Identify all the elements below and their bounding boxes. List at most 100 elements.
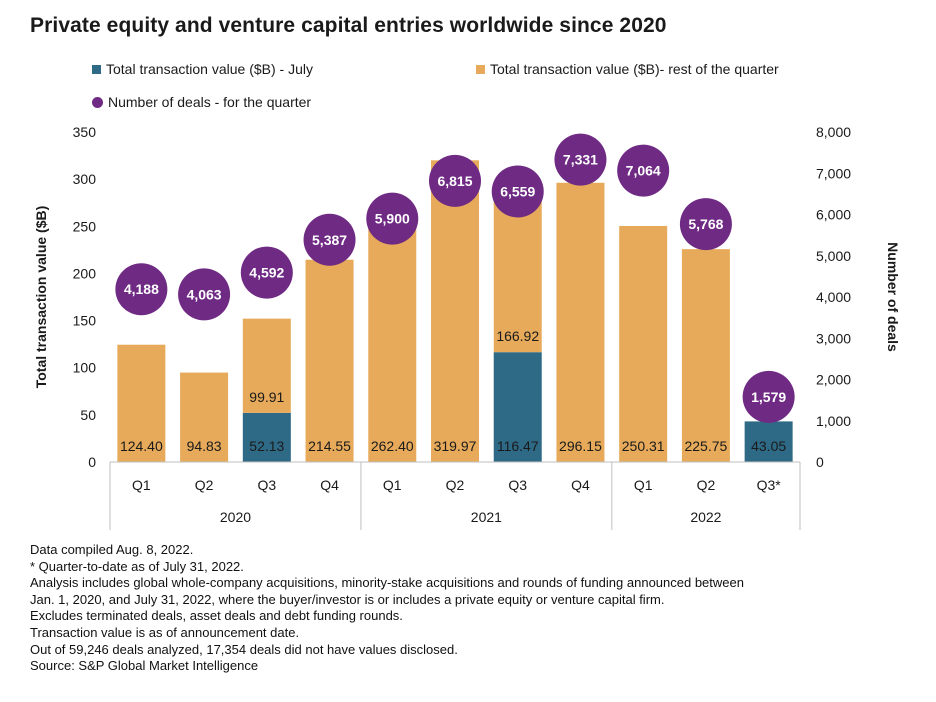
chart-title: Private equity and venture capital entri… [30, 14, 667, 37]
bar-value-label: 94.83 [187, 438, 222, 454]
note-line: Jan. 1, 2020, and July 31, 2022, where t… [30, 591, 665, 607]
deal-bubble [679, 198, 732, 251]
bar-value-label: 296.15 [559, 438, 602, 454]
deal-bubble [303, 213, 356, 266]
legend-swatch-rest [476, 64, 485, 74]
bar-value-label: 116.47 [497, 438, 539, 454]
legend-dot-deals [92, 96, 103, 108]
deal-count-label: 4,592 [249, 265, 284, 281]
bar-value-label: 319.97 [434, 438, 477, 454]
deal-count-label: 5,387 [312, 232, 347, 248]
x-year-label: 2021 [471, 509, 502, 525]
note-line: Out of 59,246 deals analyzed, 17,354 dea… [30, 641, 458, 657]
legend-item-deals: Number of deals - for the quarter [92, 94, 311, 110]
y-left-tick-label: 150 [73, 313, 97, 329]
bar-rest [681, 249, 730, 462]
legend-swatch-july [92, 64, 101, 74]
deal-bubble [491, 165, 544, 218]
bar-rest [368, 214, 417, 462]
x-tick-label: Q1 [634, 477, 653, 493]
y-right-tick-label: 3,000 [816, 330, 851, 346]
note-line: * Quarter-to-date as of July 31, 2022. [30, 558, 244, 574]
y-left-tick-label: 250 [73, 218, 97, 234]
x-tick-label: Q3* [757, 477, 782, 493]
x-year-label: 2020 [220, 509, 251, 525]
bar-rest [180, 372, 229, 462]
legend-item-rest: Total transaction value ($B)- rest of th… [476, 61, 779, 77]
legend-label-july: Total transaction value ($B) - July [106, 61, 313, 77]
y-right-tick-label: 2,000 [816, 372, 851, 388]
deal-bubble [742, 370, 795, 423]
deal-bubble [178, 268, 231, 321]
footnotes: Data compiled Aug. 8, 2022. * Quarter-to… [30, 542, 744, 675]
x-tick-label: Q2 [446, 477, 465, 493]
y-right-tick-label: 7,000 [816, 165, 851, 181]
x-tick-label: Q1 [132, 477, 151, 493]
y-right-tick-label: 4,000 [816, 289, 851, 305]
note-line: Data compiled Aug. 8, 2022. [30, 542, 194, 557]
x-tick-label: Q4 [571, 477, 590, 493]
deal-bubble [554, 133, 607, 186]
x-tick-label: Q2 [697, 477, 716, 493]
bar-value-label: 43.05 [751, 438, 786, 454]
bar-value-label: 262.40 [371, 438, 414, 454]
note-line: Transaction value is as of announcement … [30, 624, 300, 640]
bar-july [493, 352, 542, 462]
deal-count-label: 4,188 [124, 281, 159, 297]
x-tick-label: Q1 [383, 477, 402, 493]
bar-rest [117, 344, 166, 462]
bar-value-label: 214.55 [308, 438, 351, 454]
deal-count-label: 7,064 [626, 163, 661, 179]
deal-count-label: 6,559 [500, 183, 535, 199]
bar-value-label: 52.13 [249, 438, 284, 454]
y-left-tick-label: 50 [80, 407, 96, 423]
x-tick-label: Q4 [320, 477, 339, 493]
bar-rest [242, 318, 291, 413]
deal-count-label: 5,768 [688, 216, 723, 232]
legend-label-rest: Total transaction value ($B)- rest of th… [490, 61, 779, 77]
bar-july [242, 412, 291, 462]
note-line: Source: S&P Global Market Intelligence [30, 658, 259, 674]
x-tick-label: Q2 [195, 477, 214, 493]
x-tick-label: Q3 [257, 477, 276, 493]
y-right-tick-label: 6,000 [816, 207, 851, 223]
bar-rest [305, 259, 354, 462]
deal-bubble [429, 154, 481, 207]
y-right-tick-label: 1,000 [816, 413, 851, 429]
deal-count-label: 1,579 [751, 389, 786, 405]
deal-bubble [240, 246, 293, 299]
bar-rest [619, 225, 668, 462]
bar-july [744, 421, 793, 462]
y-right-axis-title: Number of deals [885, 242, 901, 352]
deal-bubble [115, 263, 168, 316]
note-line: Analysis includes global whole-company a… [30, 575, 744, 591]
bar-rest [556, 182, 605, 462]
deal-bubble [617, 144, 670, 197]
y-left-tick-label: 300 [73, 171, 97, 187]
bar-rest-value-label: 99.91 [249, 389, 284, 405]
note-line: Excludes terminated deals, asset deals a… [30, 608, 403, 624]
deal-count-label: 6,815 [437, 173, 472, 189]
y-right-tick-label: 0 [816, 454, 824, 470]
y-right-tick-label: 8,000 [816, 124, 851, 140]
y-left-axis-title: Total transaction value ($B) [33, 206, 49, 389]
bar-rest-value-label: 166.92 [496, 328, 539, 344]
bar-rest [431, 160, 479, 462]
legend-item-july: Total transaction value ($B) - July [92, 61, 313, 77]
y-right-tick-label: 5,000 [816, 248, 851, 264]
y-left-tick-label: 200 [73, 265, 97, 281]
chart-plot: 0 50 100 150 200 250 300 350 0 1,000 2,000 3,000 4,0… [33, 124, 901, 530]
bar-rest [493, 194, 542, 353]
x-year-label: 2022 [690, 509, 721, 525]
x-tick-label: Q3 [508, 477, 527, 493]
deal-count-label: 4,063 [187, 286, 222, 302]
bar-value-label: 225.75 [684, 438, 727, 454]
y-left-tick-label: 100 [73, 360, 97, 376]
bar-value-label: 250.31 [622, 438, 665, 454]
bar-value-label: 124.40 [120, 438, 163, 454]
y-left-tick-label: 0 [88, 454, 96, 470]
y-left-tick-label: 350 [73, 124, 97, 140]
deal-count-label: 5,900 [375, 211, 410, 227]
deal-bubble [366, 192, 419, 245]
legend-label-deals: Number of deals - for the quarter [108, 94, 312, 110]
